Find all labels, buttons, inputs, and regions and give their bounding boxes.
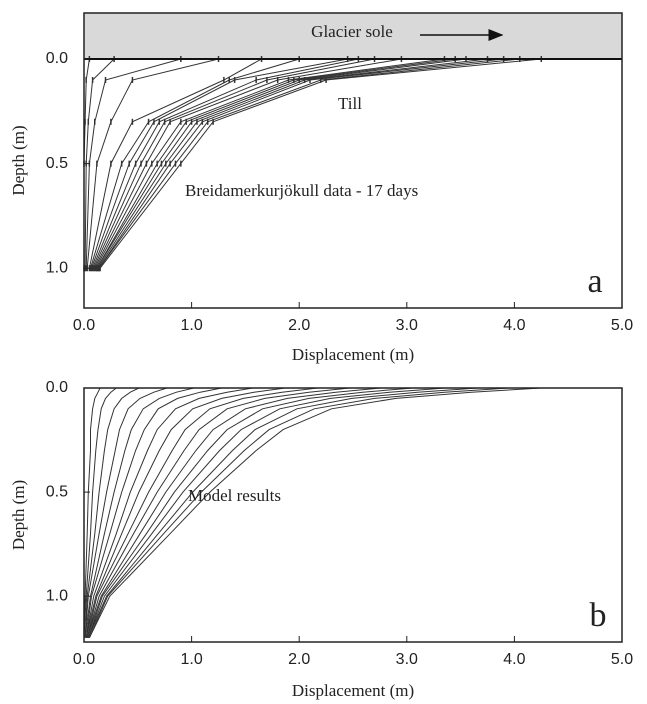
- profile-line: [88, 387, 510, 639]
- y-tick-label: 0.5: [46, 155, 68, 172]
- profile-line: [84, 387, 168, 638]
- y-axis-label: Depth (m): [9, 480, 28, 550]
- x-tick-label: 4.0: [503, 651, 525, 668]
- profile-line: [85, 58, 181, 269]
- profile-line: [87, 387, 414, 638]
- x-tick-label: 1.0: [180, 651, 202, 668]
- x-tick-label: 0.0: [73, 317, 95, 334]
- glacier-band: [84, 13, 622, 60]
- profile-line: [84, 387, 194, 638]
- x-tick-label: 2.0: [288, 651, 310, 668]
- profile-line: [86, 387, 382, 638]
- annotation: Breidamerkurjökull data - 17 days: [185, 181, 418, 200]
- x-tick-label: 5.0: [611, 317, 633, 334]
- profile-line: [84, 387, 140, 638]
- annotation: Glacier sole: [311, 22, 393, 41]
- profile-line: [83, 387, 101, 638]
- x-axis-label: Displacement (m): [292, 681, 414, 700]
- profile-line: [96, 58, 456, 269]
- x-tick-label: 3.0: [396, 651, 418, 668]
- profile-line: [85, 387, 253, 638]
- profile-line: [87, 387, 478, 639]
- profile-line: [86, 387, 350, 638]
- profile-line: [98, 58, 504, 269]
- x-tick-label: 1.0: [180, 317, 202, 334]
- profile-line: [86, 58, 219, 269]
- annotation: Model results: [188, 486, 281, 505]
- x-axis-label: Displacement (m): [292, 345, 414, 364]
- annotation: a: [587, 263, 602, 300]
- x-tick-label: 5.0: [611, 651, 633, 668]
- annotation: Till: [338, 94, 362, 113]
- profile-line: [87, 387, 446, 638]
- y-tick-label: 0.0: [46, 50, 68, 67]
- profile-line: [83, 387, 117, 638]
- y-tick-label: 0.5: [46, 483, 68, 500]
- profile-line: [95, 58, 445, 269]
- y-tick-label: 1.0: [46, 587, 68, 604]
- profile-line: [88, 387, 542, 639]
- profile-line: [86, 387, 318, 638]
- x-tick-label: 4.0: [503, 317, 525, 334]
- profile-line: [85, 387, 222, 638]
- profile-line: [92, 58, 359, 269]
- annotation: b: [590, 597, 607, 634]
- x-tick-label: 2.0: [288, 317, 310, 334]
- x-tick-label: 3.0: [396, 317, 418, 334]
- y-axis-label: Depth (m): [9, 125, 28, 195]
- x-tick-label: 0.0: [73, 651, 95, 668]
- plot-frame: [83, 12, 623, 309]
- y-tick-label: 1.0: [46, 259, 68, 276]
- profile-line: [85, 387, 286, 638]
- y-tick-label: 0.0: [46, 379, 68, 396]
- plot-frame: [83, 387, 623, 643]
